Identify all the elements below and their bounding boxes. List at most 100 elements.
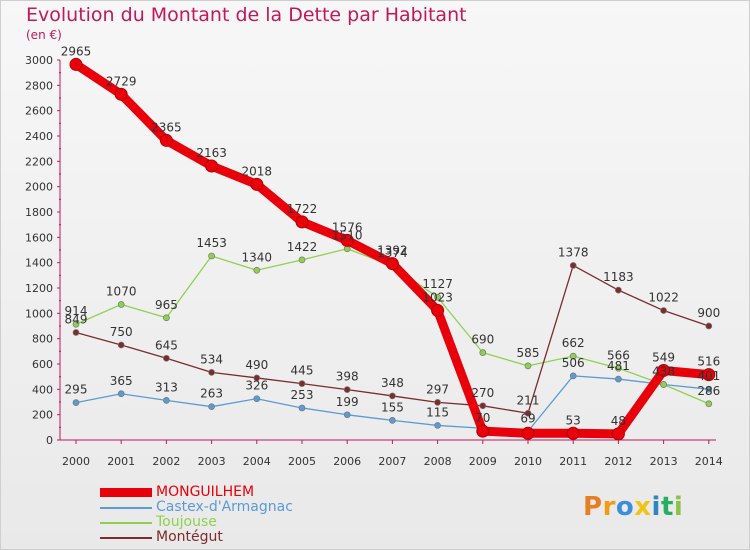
y-tick-label: 2200 xyxy=(25,155,53,168)
x-tick-label: 2013 xyxy=(650,455,678,468)
legend-label: Toujouse xyxy=(156,514,217,530)
y-tick-label: 1400 xyxy=(25,257,53,270)
data-label: 365 xyxy=(110,374,133,388)
data-point xyxy=(114,87,128,101)
data-label: 1576 xyxy=(332,220,363,234)
data-point xyxy=(163,354,170,362)
data-label: 1422 xyxy=(287,240,318,254)
data-label: 445 xyxy=(291,364,314,378)
data-label: 295 xyxy=(65,383,88,397)
data-point xyxy=(660,307,667,314)
data-point xyxy=(476,424,490,438)
y-tick-label: 2600 xyxy=(25,105,53,118)
data-label: 1510 xyxy=(332,229,363,243)
y-tick-label: 1600 xyxy=(25,231,53,244)
data-point xyxy=(295,215,309,229)
data-label: 849 xyxy=(65,312,88,326)
data-label: 1722 xyxy=(287,202,318,216)
legend-swatch xyxy=(100,506,152,509)
data-point xyxy=(159,133,173,147)
x-tick-label: 2011 xyxy=(559,455,587,468)
data-label: 253 xyxy=(291,388,314,402)
data-label: 211 xyxy=(517,393,540,407)
data-point xyxy=(385,257,399,271)
data-label: 53 xyxy=(566,413,581,427)
data-label: 313 xyxy=(155,380,178,394)
legend-swatch xyxy=(100,521,152,524)
x-tick-label: 2003 xyxy=(198,455,226,468)
y-tick-label: 1800 xyxy=(25,206,53,219)
data-label: 2965 xyxy=(61,44,92,58)
data-label: 645 xyxy=(155,338,178,352)
data-point xyxy=(434,399,441,406)
logo-letter: P xyxy=(583,492,603,522)
logo-letter: t xyxy=(660,492,674,522)
data-label: 506 xyxy=(562,356,585,370)
data-label: 1183 xyxy=(603,270,634,284)
data-label: 900 xyxy=(697,306,720,320)
data-point xyxy=(524,362,532,370)
data-label: 662 xyxy=(562,336,585,350)
data-point xyxy=(208,369,215,376)
x-tick-label: 2001 xyxy=(107,455,135,468)
y-tick-label: 200 xyxy=(32,409,53,422)
legend-item: Castex-d'Armagnac xyxy=(100,500,293,515)
data-label: 155 xyxy=(381,400,404,414)
data-label: 263 xyxy=(200,387,223,401)
data-point xyxy=(479,349,487,356)
data-point xyxy=(660,381,667,388)
data-point xyxy=(434,422,441,429)
data-point xyxy=(72,329,80,336)
data-label: 549 xyxy=(652,350,675,364)
data-label: 1374 xyxy=(377,246,408,260)
data-label: 270 xyxy=(471,386,494,400)
logo-letter: x xyxy=(634,492,652,522)
chart-title: Evolution du Montant de la Dette par Hab… xyxy=(26,4,467,26)
data-label: 2163 xyxy=(196,146,227,160)
x-tick-label: 2010 xyxy=(514,455,542,468)
data-label: 398 xyxy=(336,370,359,384)
y-tick-label: 3000 xyxy=(25,54,53,67)
proxiti-logo: Proxiti xyxy=(583,492,683,522)
data-label: 199 xyxy=(336,395,359,409)
data-label: 965 xyxy=(155,298,178,312)
data-point xyxy=(434,293,441,301)
y-tick-label: 1200 xyxy=(25,282,53,295)
legend-label: Montégut xyxy=(156,529,223,545)
data-label: 490 xyxy=(245,358,268,372)
data-point xyxy=(298,256,306,264)
data-point xyxy=(253,266,261,274)
x-tick-label: 2012 xyxy=(604,455,632,468)
data-label: 1022 xyxy=(648,291,679,305)
data-label: 1070 xyxy=(106,284,137,298)
data-label: 2018 xyxy=(242,164,273,178)
legend: MONGUILHEM Castex-d'Armagnac Toujouse Mo… xyxy=(100,485,293,545)
logo-letter: r xyxy=(602,492,616,522)
data-point xyxy=(705,385,713,393)
y-tick-label: 2800 xyxy=(25,79,53,92)
data-label: 914 xyxy=(65,304,88,318)
data-label: 401 xyxy=(697,369,720,383)
y-tick-label: 800 xyxy=(32,333,53,346)
x-tick-label: 2014 xyxy=(695,455,723,468)
y-tick-label: 0 xyxy=(46,434,53,447)
legend-item: Toujouse xyxy=(100,515,293,530)
data-label: 438 xyxy=(652,365,675,379)
data-label: 1127 xyxy=(422,277,453,291)
y-tick-label: 1000 xyxy=(25,307,53,320)
unit-label: (en €) xyxy=(26,28,62,42)
data-point xyxy=(298,404,306,412)
data-label: 566 xyxy=(607,348,630,362)
data-label: 115 xyxy=(426,405,449,419)
legend-label: Castex-d'Armagnac xyxy=(156,499,293,515)
data-point xyxy=(657,363,671,377)
data-point xyxy=(343,386,351,393)
data-point xyxy=(69,57,83,71)
data-label: 70 xyxy=(475,411,490,425)
legend-swatch xyxy=(100,488,152,497)
data-label: 2365 xyxy=(151,120,182,134)
x-tick-label: 2002 xyxy=(152,455,180,468)
data-label: 481 xyxy=(607,359,630,373)
y-tick-label: 600 xyxy=(32,358,53,371)
y-tick-label: 400 xyxy=(32,383,53,396)
